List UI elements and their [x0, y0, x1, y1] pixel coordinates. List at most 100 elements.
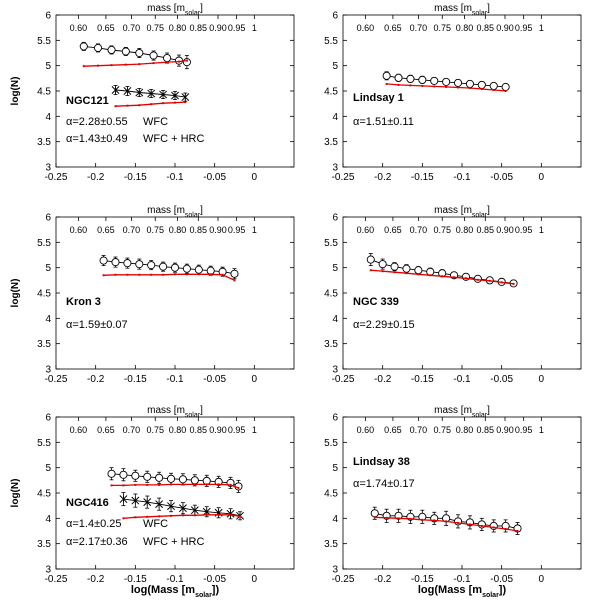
data-point-x — [171, 91, 179, 100]
x-tick-label: -0.15 — [124, 374, 147, 385]
top-tick-label: 0.60 — [70, 225, 88, 235]
x-tick-label: -0.25 — [45, 374, 68, 385]
model-point — [457, 86, 460, 89]
cluster-name: Kron 3 — [66, 296, 101, 308]
model-point — [152, 62, 155, 65]
x-tick-label: -0.05 — [490, 574, 513, 585]
model-point — [162, 273, 165, 276]
model-point — [441, 275, 444, 278]
model-point — [504, 90, 507, 92]
x-tick-label: -0.2 — [374, 172, 392, 183]
model-point — [217, 483, 220, 486]
alpha-annotation: α=1.59±0.07 — [66, 319, 128, 331]
x-tick-label: 0 — [539, 374, 545, 385]
model-point — [174, 273, 176, 276]
top-tick-label: 0.85 — [190, 225, 208, 235]
panel-3: -0.25 -0.2 -0.15 -0.1 -0.05 0 3 3.5 4 4.5 5 5.5 6 0.6… — [37, 205, 295, 385]
y-tick-label: 5.5 — [37, 36, 51, 47]
model-point — [385, 516, 388, 519]
top-tick-label: 0.85 — [477, 225, 495, 235]
x-tick-label: -0.1 — [453, 574, 471, 585]
data-point-circle — [99, 256, 108, 265]
observed-line — [103, 260, 235, 275]
y-tick-label: 5.5 — [324, 36, 338, 47]
x-tick-label: -0.25 — [45, 172, 68, 183]
top-tick-label: 0.70 — [410, 225, 428, 235]
model-point — [397, 83, 400, 86]
cluster-name: NGC 339 — [353, 296, 399, 308]
top-tick-label: 0.75 — [146, 225, 164, 235]
model-point — [110, 64, 113, 67]
top-tick-label: 0.60 — [357, 225, 375, 235]
panel-1: -0.25 -0.2 -0.15 -0.1 -0.05 0 3 3.5 4 4.5 5 5.5 6 0.6… — [37, 3, 295, 183]
data-point-circle — [194, 265, 203, 274]
x-tick-label: -0.25 — [332, 374, 355, 385]
y-tick-label: 3 — [45, 163, 51, 174]
top-tick-label: 0.80 — [456, 225, 474, 235]
model-point — [397, 517, 400, 520]
model-point — [122, 484, 125, 487]
top-tick-label: 0.90 — [496, 225, 514, 235]
x-tick-label: -0.1 — [453, 172, 471, 183]
top-tick-label: 0.90 — [496, 23, 514, 33]
data-point-circle — [123, 259, 132, 268]
data-point-circle — [190, 476, 199, 485]
top-tick-label: 1 — [252, 23, 257, 33]
data-point-x — [135, 88, 144, 97]
model-point — [433, 85, 436, 88]
data-point-x — [119, 495, 128, 504]
model-point — [166, 61, 169, 64]
x-tick-label: 0 — [252, 172, 258, 183]
top-tick-label: 0.95 — [515, 225, 533, 235]
x-tick-label: 0 — [539, 172, 545, 183]
top-tick-label: 0.70 — [123, 225, 141, 235]
data-point-x — [167, 502, 175, 511]
data-point-circle — [370, 509, 379, 518]
data-point-circle — [406, 74, 415, 83]
data-point-x — [155, 500, 164, 509]
top-tick-label: 0.85 — [477, 425, 495, 435]
data-point-circle — [135, 48, 144, 58]
y-tick-label: 4.5 — [324, 289, 338, 300]
data-point-circle — [111, 258, 120, 267]
model-point — [409, 84, 412, 87]
data-point-x — [143, 498, 152, 507]
data-point-circle — [155, 473, 164, 482]
top-tick-label: 1 — [539, 425, 544, 435]
model-point — [381, 270, 384, 273]
model-point — [433, 519, 436, 522]
x-tick-label: -0.1 — [166, 374, 184, 385]
y-tick-label: 3 — [332, 365, 338, 376]
top-tick-label: 0.80 — [169, 425, 187, 435]
model-point — [138, 63, 141, 66]
y-tick-label: 3.5 — [324, 137, 338, 148]
y-tick-label: 5 — [45, 463, 51, 474]
y-axis-title: log(N) — [10, 479, 21, 508]
top-tick-label: 0.90 — [209, 225, 227, 235]
alpha-annotation: α=2.29±0.15 — [353, 319, 415, 331]
model-point — [138, 104, 141, 107]
y-tick-label: 4 — [332, 314, 338, 325]
data-point-circle — [178, 475, 187, 484]
x-tick-label: -0.05 — [203, 172, 226, 183]
model-point — [162, 102, 165, 105]
model-point — [417, 273, 420, 276]
top-axis-title: mass [msolar] — [434, 405, 490, 419]
panel-5: -0.25 -0.2 -0.15 -0.1 -0.05 0 3 3.5 4 4.5 5 5.5 6 0.6… — [37, 405, 295, 585]
model-point — [516, 530, 519, 532]
top-tick-label: 0.90 — [209, 23, 227, 33]
model-point — [114, 273, 117, 276]
data-point-circle — [149, 51, 158, 60]
x-tick-label: -0.15 — [411, 374, 434, 385]
y-tick-label: 6 — [332, 11, 338, 22]
model-line — [83, 59, 187, 67]
model-point — [445, 520, 448, 523]
model-point — [464, 277, 467, 280]
cluster-name: Lindsay 38 — [353, 456, 410, 468]
top-axis-title: mass [msolar] — [147, 3, 203, 17]
data-point-circle — [202, 476, 211, 485]
model-point — [150, 103, 153, 106]
top-axis-title: mass [msolar] — [147, 205, 203, 219]
x-tick-label: -0.15 — [411, 172, 434, 183]
